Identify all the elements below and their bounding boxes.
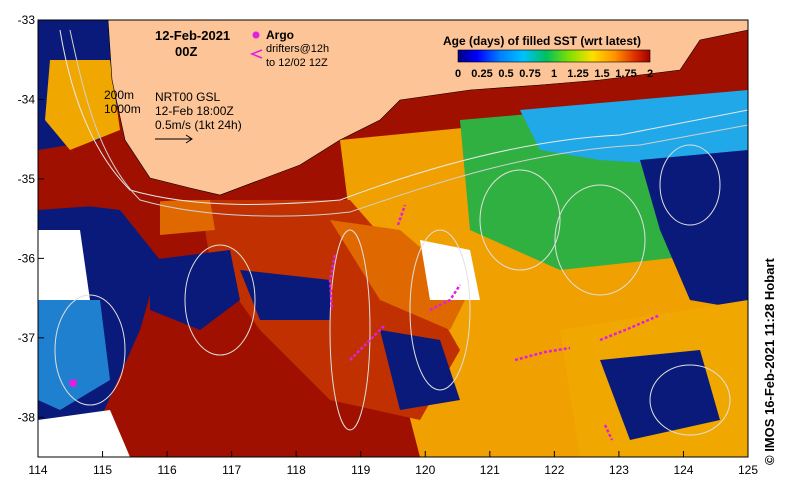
current-source: NRT00 GSL [155,90,220,104]
eddy-contour [659,144,721,226]
credit-text: © IMOS 16-Feb-2021 11:28 Hobart [762,258,777,465]
australia-land [107,20,748,196]
legend-colorbar [457,49,651,63]
credit-panel: © IMOS 16-Feb-2021 11:28 Hobart [762,258,777,465]
legend-tick-label: 0.5 [498,68,513,80]
lon-tick-label: 122 [544,463,564,477]
eddy-contour [554,184,646,296]
drifter-track [603,424,614,441]
eddy-contour [409,229,471,391]
lon-tick-label: 124 [673,463,693,477]
eddy-contour [54,294,126,406]
isobath-200m [59,29,748,205]
lon-tick-label: 120 [415,463,435,477]
lon-tick-label: 119 [351,463,370,477]
cyan-zone [520,90,748,170]
east-deep-blue-zone [640,150,748,310]
drifter-key-arrow-icon [249,49,263,59]
isobath-label-200m: 200m [104,88,134,102]
lat-tick-label: -36 [18,251,36,265]
isobath-label-1000m: 1000m [104,102,141,116]
legend-title: Age (days) of filled SST (wrt latest) [443,34,641,48]
legend-tick-label: 1.75 [615,68,636,80]
lon-tick-label: 123 [609,463,629,477]
drifter-track [349,324,386,361]
drifter-track [514,346,571,362]
longitude-axis: 114 115 116 117 118 119 120 121 122 123 124 125 [28,451,758,477]
lat-tick-label: -35 [18,172,36,186]
southeast-blue-patch [600,350,720,440]
legend-tick-label: 1.25 [567,68,588,80]
lon-tick-label: 125 [738,463,758,477]
drifter-label-2: to 12/02 12Z [266,57,328,69]
map-date: 12-Feb-2021 [155,28,230,43]
map-field [38,20,748,457]
lon-tick-label: 118 [287,463,306,477]
lon-tick-label: 117 [222,463,241,477]
west-blue-patch [38,300,110,410]
lat-tick-label: -34 [18,92,36,106]
argo-float-marker [69,379,77,387]
latitude-axis: -33 -34 -35 -36 -37 -38 [18,13,44,424]
eddy-contour [479,169,561,271]
legend-tick-label: 0 [455,68,461,80]
eddy-contour [184,244,256,356]
nw-orange-patch [160,200,215,235]
plot-frame [37,19,749,458]
inner-blue-patch [150,250,240,330]
northwest-yellow [45,60,120,150]
drifter-track [396,204,407,226]
argo-label: Argo [266,28,294,42]
legend-tick-label: 2 [647,68,653,80]
legend-tick-label: 0.25 [471,68,492,80]
southwest-missing-data [38,410,130,457]
drifter-track [328,254,337,311]
argo-key-marker [252,31,260,39]
current-scale: 0.5m/s (1kt 24h) [155,118,242,132]
isobath-1000m [69,29,748,217]
drifter-track [429,284,462,312]
legend-tick-label: 0.75 [519,68,540,80]
central-missing-data [420,240,480,300]
lat-tick-label: -33 [18,13,36,27]
west-missing-data [38,230,90,300]
lon-tick-label: 116 [158,463,177,477]
lat-tick-label: -37 [18,331,36,345]
central-orange [330,220,470,330]
lon-tick-label: 115 [93,463,112,477]
eddy-contour [649,364,731,436]
legend-tick-label: 1.5 [594,68,609,80]
lat-tick-label: -38 [18,410,36,424]
drifter-label: drifters@12h [266,43,329,55]
legend-ticks: 0 0.25 0.5 0.75 1 1.25 1.5 1.75 2 [455,68,653,80]
legend-tick-label: 1 [551,68,557,80]
eddy-contour [329,229,371,431]
drifter-track [599,313,661,342]
lon-tick-label: 121 [480,463,500,477]
map-time: 00Z [175,44,197,59]
current-scale-arrow-icon [155,134,193,144]
lon-tick-label: 114 [28,463,47,477]
current-time: 12-Feb 18:00Z [155,104,234,118]
central-blue-patch [240,270,330,320]
